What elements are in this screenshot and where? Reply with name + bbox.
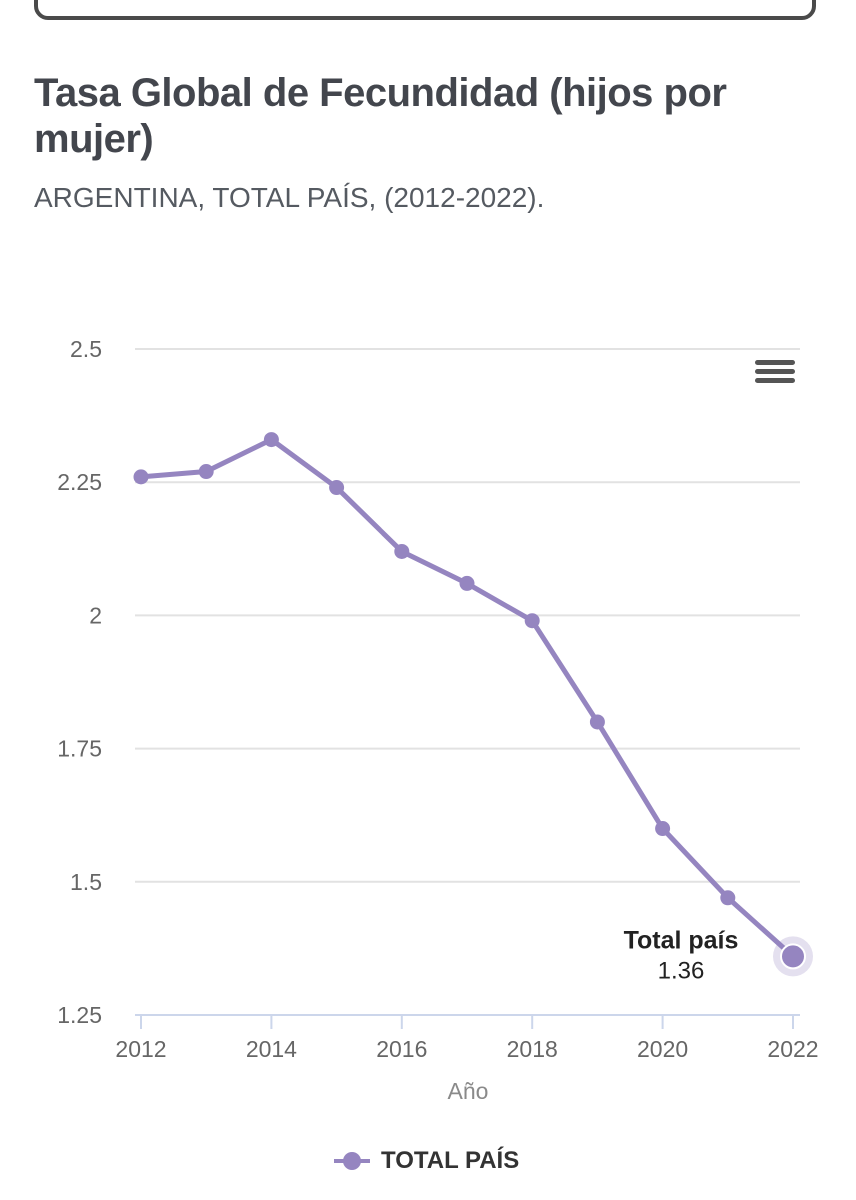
y-tick-label: 2.5 xyxy=(70,336,102,362)
y-tick-label: 2 xyxy=(89,602,102,628)
legend-label: TOTAL PAÍS xyxy=(381,1147,520,1174)
y-tick-label: 2.25 xyxy=(57,469,102,495)
data-point xyxy=(394,543,410,559)
chart-subtitle: ARGENTINA, TOTAL PAÍS, (2012-2022). xyxy=(34,182,545,213)
hamburger-menu-icon xyxy=(752,360,798,383)
data-point xyxy=(133,469,149,485)
legend-symbol xyxy=(334,1144,370,1178)
data-point xyxy=(655,821,671,837)
x-tick-label: 2020 xyxy=(637,1036,688,1062)
chart-title: Tasa Global de Fecundidad (hijos por muj… xyxy=(34,71,727,161)
x-tick-label: 2014 xyxy=(246,1036,297,1062)
y-tick-label: 1.75 xyxy=(57,736,102,762)
data-point xyxy=(524,613,540,629)
data-point xyxy=(459,575,475,591)
data-point xyxy=(329,480,345,496)
chart-menu-button[interactable] xyxy=(752,356,798,396)
data-point xyxy=(720,890,736,906)
data-point xyxy=(589,714,605,730)
series-line xyxy=(138,437,796,959)
data-point xyxy=(198,464,214,480)
gridlines xyxy=(135,348,800,883)
x-tick-label: 2012 xyxy=(115,1036,166,1062)
series-total-pais xyxy=(133,432,813,977)
x-tick-label: 2022 xyxy=(767,1036,818,1062)
y-tick-label: 1.5 xyxy=(70,869,102,895)
x-tick-label: 2016 xyxy=(376,1036,427,1062)
tooltip-title: Total país xyxy=(624,926,739,954)
legend-item-total-pais[interactable]: TOTAL PAÍS xyxy=(334,1144,519,1178)
x-tick-label: 2018 xyxy=(507,1036,558,1062)
axes: 1.25 1.5 1.75 2 2.25 2.5 2012 2014 2016 2018 2020 2… xyxy=(57,336,818,1104)
previous-card xyxy=(34,0,816,20)
data-point xyxy=(780,943,806,970)
labels: Total país 1.36 xyxy=(624,926,739,984)
x-axis-title: Año xyxy=(448,1078,489,1104)
data-point xyxy=(263,432,279,448)
tooltip-value: 1.36 xyxy=(658,957,705,984)
y-tick-label: 1.25 xyxy=(57,1002,102,1028)
